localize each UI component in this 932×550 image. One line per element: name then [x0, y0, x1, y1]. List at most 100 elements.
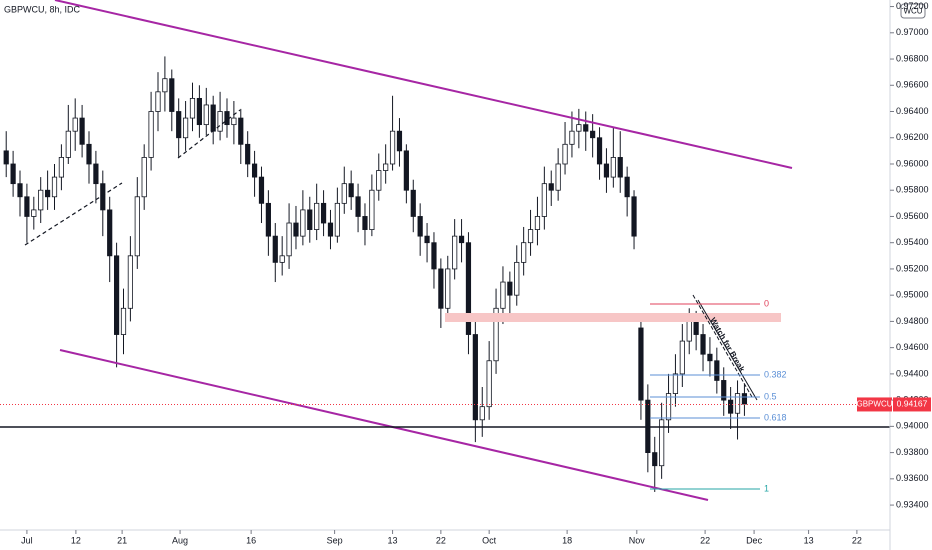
- candle-body: [741, 393, 748, 405]
- candle-body: [362, 216, 368, 230]
- candle-body: [79, 117, 85, 145]
- last-price-label: 0.94167: [897, 399, 928, 409]
- candle-body: [72, 117, 78, 132]
- candle-body: [169, 78, 175, 112]
- candle-body: [728, 399, 734, 414]
- candle-body: [514, 261, 520, 296]
- candle-body: [403, 150, 409, 191]
- y-tick-label: 0.93600: [896, 473, 929, 483]
- candle-body: [583, 124, 589, 132]
- candle-body: [562, 143, 568, 165]
- candle-body: [665, 393, 672, 421]
- x-tick-label: Dec: [746, 535, 763, 545]
- x-tick-label: 22: [700, 535, 710, 545]
- candle-body: [86, 143, 92, 165]
- candle-body: [638, 327, 644, 401]
- candle-body: [51, 176, 58, 198]
- candle-body: [624, 176, 630, 198]
- candle-body: [120, 307, 127, 335]
- x-tick-label: 12: [71, 535, 81, 545]
- candle-body: [327, 222, 334, 237]
- candle-body: [555, 163, 561, 191]
- x-tick-label: 16: [246, 535, 256, 545]
- candle-body: [17, 183, 23, 198]
- y-tick-label: 0.96800: [896, 53, 929, 63]
- x-tick-label: Nov: [629, 535, 646, 545]
- candle-body: [10, 163, 16, 185]
- y-tick-label: 0.95200: [896, 263, 929, 273]
- candle-body: [238, 117, 244, 145]
- x-tick-label: 18: [562, 535, 572, 545]
- candle-body: [452, 235, 458, 270]
- candle-body: [686, 321, 692, 342]
- candle-body: [617, 157, 623, 178]
- candle-body: [293, 222, 299, 237]
- x-tick-label: Aug: [172, 535, 188, 545]
- fib-label: 1: [764, 483, 769, 493]
- candle-body: [334, 202, 340, 237]
- y-tick-label: 0.96400: [896, 106, 929, 116]
- candle-body: [217, 111, 223, 132]
- candle-body: [189, 97, 196, 119]
- y-tick-label: 0.95000: [896, 290, 929, 300]
- last-price-tag: [893, 397, 931, 412]
- candle-body: [31, 209, 37, 217]
- trendline: [692, 294, 753, 398]
- x-tick-label: 21: [117, 535, 127, 545]
- candle-body: [500, 281, 506, 309]
- chart-title: GBPWCU, 8h, IDC: [4, 4, 81, 14]
- x-tick-label: Oct: [482, 535, 497, 545]
- y-tick-label: 0.94800: [896, 316, 929, 326]
- candle-body: [155, 91, 161, 112]
- candle-body: [486, 360, 492, 408]
- candle-body: [141, 157, 147, 198]
- candle-body: [445, 268, 451, 309]
- y-tick-label: 0.95600: [896, 211, 929, 221]
- candle-body: [734, 393, 741, 414]
- candle-body: [58, 157, 65, 178]
- candle-body: [672, 373, 679, 394]
- trendline: [697, 299, 758, 401]
- candle-body: [162, 78, 168, 93]
- fib-label: 0.382: [764, 369, 787, 379]
- candle-body: [286, 222, 292, 257]
- candle-body: [417, 216, 423, 237]
- y-tick-label: 0.95800: [896, 185, 929, 195]
- candle-body: [527, 229, 534, 244]
- candle-body: [383, 163, 389, 171]
- candle-body: [196, 97, 202, 126]
- candle-body: [493, 307, 499, 362]
- candle-body: [24, 196, 30, 217]
- candle-body: [714, 360, 720, 381]
- candle-body: [369, 189, 375, 230]
- candle-body: [458, 235, 465, 244]
- candle-body: [341, 183, 347, 204]
- plot: [3, 56, 748, 492]
- candle-body: [231, 117, 237, 126]
- y-tick-label: 0.94000: [896, 421, 929, 431]
- candle-body: [113, 255, 120, 335]
- candle-body: [134, 196, 140, 257]
- candle-body: [700, 334, 706, 355]
- candle-body: [603, 163, 610, 178]
- candle-body: [472, 334, 478, 421]
- candle-body: [148, 111, 154, 158]
- candle-body: [707, 353, 713, 362]
- x-tick-label: 13: [804, 535, 814, 545]
- candle-body: [224, 111, 230, 126]
- candle-body: [251, 163, 258, 178]
- candle-body: [693, 321, 699, 335]
- badge-box: [900, 3, 926, 19]
- candle-body: [176, 111, 182, 139]
- y-tick-label: 0.94400: [896, 368, 929, 378]
- y-tick-label: 0.96000: [896, 158, 929, 168]
- candle-body: [679, 340, 685, 375]
- candle-body: [45, 189, 51, 198]
- y-tick-label: 0.93800: [896, 447, 929, 457]
- candle-body: [348, 183, 354, 198]
- y-tick-label: 0.96600: [896, 80, 929, 90]
- candle-body: [410, 189, 416, 217]
- channel-upper: [54, 0, 793, 169]
- candle-body: [596, 137, 603, 165]
